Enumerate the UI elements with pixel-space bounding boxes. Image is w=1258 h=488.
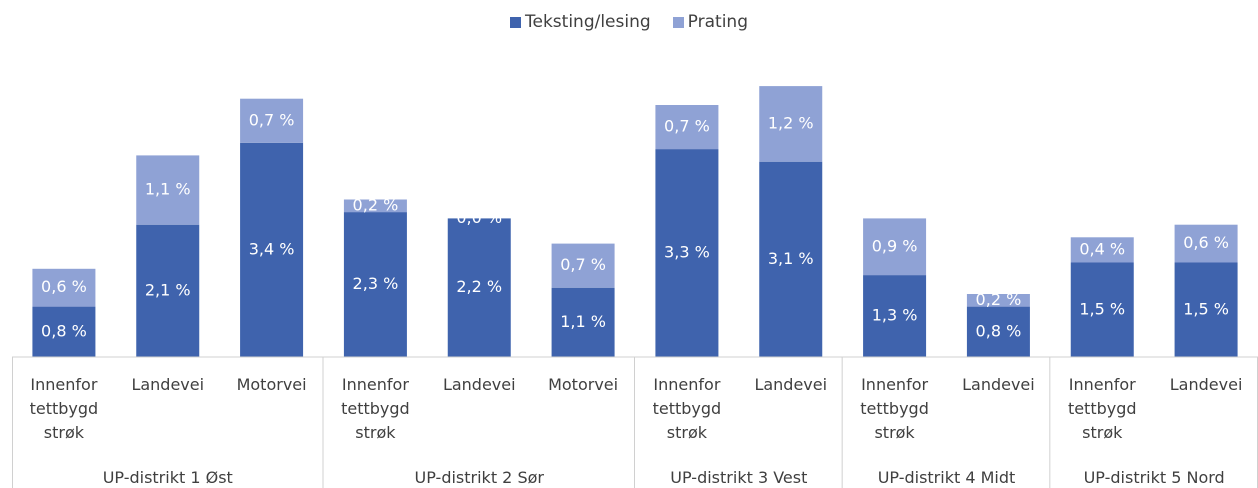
x-tick-label: Landevei [754,375,828,394]
bar-segment [551,243,615,288]
x-tick-label: Innenfor tettbygd strøk [341,375,410,442]
x-tick-label: Innenfor tettbygd strøk [860,375,929,442]
x-tick-label: Innenfor tettbygd strøk [652,375,722,442]
bar-segment [655,149,719,357]
group-label: UP-distrikt 2 Sør [414,468,544,487]
data-label: 1,3 % [872,306,918,325]
data-label: 0,4 % [1079,239,1125,258]
data-label: 3,1 % [768,249,814,268]
data-label: 0,7 % [664,117,710,136]
x-tick-label: Motorvei [548,375,619,394]
bar-segment [32,306,96,357]
bar-segment [966,294,1030,307]
legend-swatch [510,16,521,28]
bar-segment [759,86,823,162]
x-tick-label: Innenfor tettbygd strøk [1067,375,1137,442]
data-label: 1,5 % [1079,299,1125,318]
bar-segment [136,224,200,357]
x-tick-label: Landevei [962,375,1035,394]
bar-segment [966,306,1030,357]
legend-label: Teksting/lesing [525,12,651,32]
legend-item: Teksting/lesing [510,12,651,32]
x-tick-label: Landevei [442,375,516,394]
x-tick-label: Innenfor tettbygd strøk [29,375,99,442]
data-label: 3,3 % [664,243,710,262]
data-label: 2,1 % [145,280,191,299]
bar-segment [32,268,96,307]
bar-segment [655,105,719,150]
bar-segment [1174,262,1238,357]
group-label: UP-distrikt 1 Øst [102,468,233,487]
x-tick-label: Landevei [131,375,205,394]
data-label: 0,6 % [41,277,87,296]
bar-segment [1174,224,1238,263]
bar-segment [863,218,927,276]
data-label: 3,4 % [249,239,295,258]
legend: Teksting/lesing Prating [0,12,1258,32]
data-label: 2,3 % [353,274,399,293]
x-tick-label: Landevei [1169,375,1243,394]
data-label: 0,9 % [872,236,918,255]
data-label: 1,1 % [145,180,191,199]
bar-segment [343,212,407,357]
data-label: 0,7 % [249,110,295,129]
bar-segment [240,98,304,143]
x-tick-label: Motorvei [236,375,307,394]
legend-swatch [672,16,684,28]
bar-segment [1070,262,1134,357]
bar-segment [343,199,407,213]
bar-segment [551,287,615,357]
bar-segment [759,161,823,357]
data-label: 1,2 % [768,113,814,132]
data-label: 0,8 % [41,321,87,340]
data-label: 0,2 % [976,290,1022,309]
data-label: 2,2 % [456,277,502,296]
data-label: 1,5 % [1183,299,1229,318]
data-label: 0,2 % [353,195,399,214]
data-label: 0,8 % [976,321,1022,340]
bar-segment [1070,237,1134,263]
legend-item: Prating [672,12,748,32]
data-label: 0,7 % [560,255,606,274]
data-label: 0,6 % [1183,233,1229,252]
bar-segment [136,155,200,225]
data-label: 1,1 % [560,312,606,331]
bar-segment [240,142,304,357]
bar-segment [447,218,511,357]
data-label: 0,0 % [456,208,502,227]
bar-segment [863,275,927,357]
group-label: UP-distrikt 5 Nord [1083,468,1225,487]
group-label: UP-distrikt 4 Midt [877,468,1016,487]
legend-label: Prating [687,12,748,32]
group-label: UP-distrikt 3 Vest [670,468,808,487]
